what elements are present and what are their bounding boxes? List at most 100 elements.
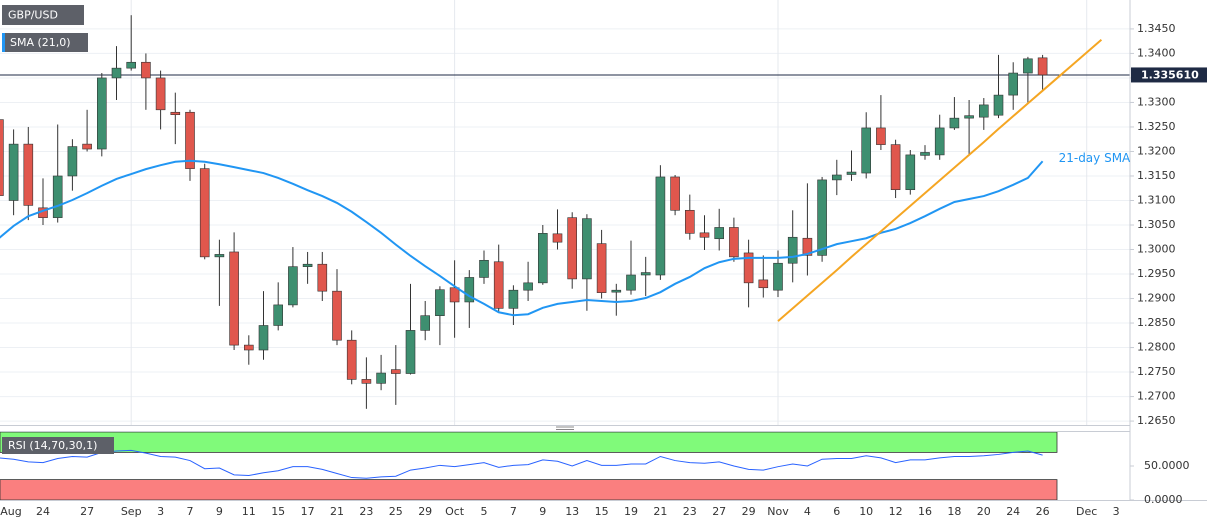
x-tick-label: 19	[624, 505, 638, 518]
candle-body	[920, 152, 930, 156]
candle-body	[993, 94, 1004, 116]
candle-body	[890, 144, 901, 191]
x-tick-label: 20	[977, 505, 991, 518]
candle-body	[67, 146, 78, 177]
candle-body	[273, 304, 284, 326]
rsi-line	[0, 449, 1043, 479]
y-tick-label: 1.2900	[1137, 292, 1176, 305]
candle-body	[346, 339, 357, 380]
candle-body	[787, 236, 798, 264]
rsi-tick-label: 50.0000	[1144, 459, 1190, 472]
y-tick-label: 1.2750	[1137, 365, 1176, 378]
candle-body	[1008, 72, 1019, 96]
sma-legend: SMA (21,0)	[10, 36, 71, 49]
candle-body	[332, 290, 342, 341]
x-tick-label: 3	[157, 505, 164, 518]
candle-body	[508, 289, 519, 309]
candle-body	[964, 115, 974, 119]
y-tick-label: 1.2650	[1137, 414, 1176, 427]
candle-body	[111, 67, 122, 79]
candle-body	[626, 274, 636, 291]
candle-body	[244, 344, 254, 351]
oversold-band	[0, 479, 1058, 500]
symbol-badge	[2, 5, 84, 25]
candle-body	[758, 279, 769, 289]
y-tick-label: 1.3400	[1137, 46, 1176, 59]
x-tick-label: 25	[389, 505, 403, 518]
candle-body	[552, 233, 563, 243]
candle-body	[52, 175, 63, 218]
x-tick-label: 23	[359, 505, 373, 518]
x-tick-label: 24	[1006, 505, 1020, 518]
x-tick-label: 23	[683, 505, 697, 518]
candle-body	[729, 227, 739, 258]
candle-body	[229, 251, 239, 346]
candle-body	[155, 77, 166, 111]
y-tick-label: 1.3000	[1137, 243, 1176, 256]
candle-body	[199, 168, 210, 258]
candle-body	[302, 263, 313, 267]
candle-body	[258, 325, 269, 351]
candle-body	[699, 232, 710, 238]
candle-body	[361, 379, 372, 384]
candle-body	[846, 171, 857, 175]
y-tick-label: 1.2850	[1137, 316, 1176, 329]
candle-body	[714, 227, 725, 240]
x-tick-label: 21	[330, 505, 344, 518]
candle-body	[670, 176, 680, 211]
candle-body	[493, 261, 504, 309]
candle-body	[435, 289, 445, 316]
candle-body	[949, 117, 960, 129]
sma-badge	[2, 33, 88, 52]
x-tick-label: 27	[80, 505, 94, 518]
x-tick-label: Oct	[445, 505, 465, 518]
rsi-tick-label: 0.0000	[1144, 493, 1183, 506]
candle-body	[23, 143, 34, 206]
candle-body	[390, 369, 401, 374]
candle-body	[537, 233, 548, 284]
x-tick-label: 12	[889, 505, 903, 518]
x-tick-label: 16	[918, 505, 932, 518]
sma-annotation: 21-day SMA	[1059, 151, 1131, 165]
symbol-title: GBP/USD	[8, 9, 58, 22]
y-tick-label: 1.3200	[1137, 144, 1176, 157]
candle-body	[802, 237, 813, 256]
candle-body	[82, 143, 92, 150]
candle-body	[214, 254, 225, 258]
current-price-label: 1.335610	[1141, 68, 1199, 81]
label-layer: GBP/USD SMA (21,0) RSI (14,70,30,1) 1.34…	[0, 5, 1190, 518]
y-tick-label: 1.2950	[1137, 267, 1176, 280]
candle-body	[1037, 57, 1048, 76]
candle-body	[479, 259, 489, 278]
x-tick-label: 15	[271, 505, 285, 518]
x-tick-label: 29	[418, 505, 432, 518]
candle-body	[831, 174, 842, 181]
candle-body	[905, 154, 916, 191]
x-tick-label: 17	[301, 505, 315, 518]
candle-body	[934, 127, 945, 156]
candle-body	[611, 289, 622, 293]
x-tick-label: Nov	[767, 505, 789, 518]
candle-body	[861, 127, 872, 174]
x-tick-label: 9	[539, 505, 546, 518]
candle-body	[449, 287, 460, 303]
x-tick-label: 7	[187, 505, 194, 518]
x-tick-label: 18	[947, 505, 961, 518]
candle-body	[876, 127, 886, 145]
price-pane	[0, 15, 1130, 409]
candle-body	[523, 282, 533, 291]
candle-body	[185, 111, 195, 169]
x-tick-label: 15	[595, 505, 609, 518]
candle-body	[317, 263, 328, 292]
x-tick-label: Aug	[0, 505, 21, 518]
x-tick-label: 5	[481, 505, 488, 518]
candle-body	[655, 176, 666, 276]
overbought-band	[0, 432, 1058, 453]
x-tick-label: 6	[833, 505, 840, 518]
candle-body	[684, 209, 695, 234]
rsi-pane	[0, 432, 1058, 500]
sma-legend-swatch	[2, 33, 5, 52]
candle-body	[141, 61, 151, 79]
candle-body	[567, 217, 578, 280]
candle-body	[420, 315, 431, 331]
